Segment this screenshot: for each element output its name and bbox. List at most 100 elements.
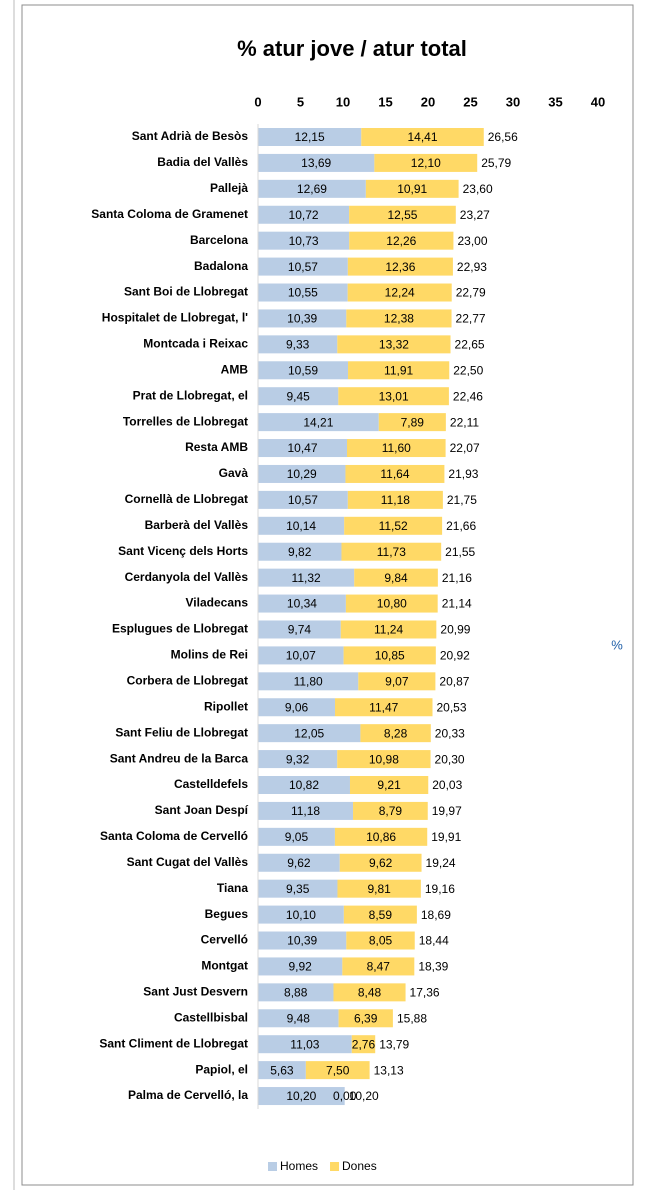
- bar-segment: [258, 439, 347, 458]
- bar-segment: [258, 309, 347, 328]
- chart-border: [21, 4, 634, 1186]
- category-label: Badalona: [194, 259, 248, 273]
- category-label: Barcelona: [190, 233, 248, 247]
- total-label: 21,14: [442, 597, 472, 611]
- value-label: 13,69: [301, 156, 331, 170]
- value-label: 11,24: [374, 623, 403, 637]
- total-label: 21,55: [445, 545, 475, 559]
- category-label: Santa Coloma de Cervelló: [100, 829, 248, 843]
- total-label: 22,77: [456, 312, 486, 326]
- total-label: 22,79: [456, 286, 486, 300]
- total-label: 19,16: [425, 882, 455, 896]
- value-label: 11,52: [379, 519, 408, 533]
- value-label: 7,89: [401, 415, 425, 429]
- category-label: Sant Climent de Llobregat: [99, 1036, 248, 1050]
- bar-segment: [361, 128, 484, 146]
- bar-segment: [339, 853, 422, 872]
- category-label: Sant Boi de Llobregat: [124, 285, 248, 299]
- value-label: 12,69: [297, 182, 327, 196]
- value-label: 12,36: [385, 260, 415, 274]
- value-label: 11,73: [377, 545, 406, 559]
- total-label: 22,07: [450, 441, 480, 455]
- bar-segment: [258, 413, 379, 432]
- total-label: 22,93: [457, 260, 487, 274]
- x-tick-label: 20: [421, 94, 435, 109]
- value-label: 12,26: [386, 234, 416, 248]
- x-tick-label: 5: [297, 94, 304, 109]
- value-label: 10,59: [288, 363, 318, 377]
- value-label: 10,82: [289, 778, 319, 792]
- bar-segment: [341, 542, 442, 561]
- value-label: 9,32: [286, 752, 310, 766]
- value-label: 13,32: [379, 338, 409, 352]
- x-tick-label: 30: [506, 94, 520, 109]
- bar-segment: [258, 750, 338, 769]
- bar-segment: [305, 1061, 370, 1080]
- bar-segment: [258, 257, 348, 276]
- total-label: 22,65: [455, 338, 485, 352]
- total-label: 23,60: [463, 182, 493, 196]
- value-label: 10,10: [286, 908, 316, 922]
- value-label: 9,81: [367, 882, 391, 896]
- category-label: Sant Joan Despí: [155, 803, 249, 817]
- category-label: Montcada i Reixac: [143, 337, 248, 351]
- bar-segment: [258, 879, 338, 898]
- value-label: 5,63: [270, 1063, 294, 1077]
- value-label: 10,20: [286, 1089, 316, 1103]
- value-label: 12,38: [384, 312, 414, 326]
- bar-segment: [258, 724, 361, 743]
- bar-segment: [258, 801, 354, 820]
- category-label: Prat de Llobregat, el: [133, 388, 248, 402]
- value-label: 10,39: [287, 312, 317, 326]
- value-label: 11,32: [292, 571, 321, 585]
- value-label: 9,74: [288, 623, 312, 637]
- bar-segment: [338, 1009, 393, 1028]
- bar-segment: [258, 1061, 306, 1080]
- bar-segment: [258, 153, 375, 172]
- total-label: 19,91: [431, 830, 461, 844]
- value-label: 9,84: [384, 571, 408, 585]
- value-label: 9,33: [286, 338, 310, 352]
- total-label: 21,93: [448, 467, 478, 481]
- value-label: 9,62: [369, 856, 393, 870]
- total-label: 23,27: [460, 208, 490, 222]
- total-label: 19,24: [426, 856, 456, 870]
- value-label: 8,59: [369, 908, 393, 922]
- bar-segment: [345, 464, 445, 483]
- category-label: Resta AMB: [185, 440, 248, 454]
- bar-segment: [337, 750, 431, 769]
- value-label: 11,60: [382, 441, 411, 455]
- category-label: AMB: [221, 362, 249, 376]
- bar-segment: [258, 776, 350, 794]
- bar-segment: [258, 957, 343, 976]
- bar-segment: [258, 490, 348, 509]
- bar-segment: [353, 801, 428, 820]
- bar-segment: [337, 335, 451, 354]
- bar-segment: [349, 205, 456, 224]
- bar-segment: [354, 568, 438, 587]
- category-label: Ripollet: [204, 699, 248, 713]
- value-label: 10,39: [287, 934, 317, 948]
- bar-segment: [358, 672, 436, 691]
- bar-segment: [258, 853, 340, 872]
- bar-segment: [347, 283, 452, 302]
- value-label: 10,85: [375, 649, 405, 663]
- total-label: 21,75: [447, 493, 477, 507]
- bar-segment: [258, 205, 350, 224]
- total-label: 23,00: [458, 234, 488, 248]
- bar-segment: [334, 827, 428, 846]
- category-label: Palma de Cervelló, la: [128, 1088, 248, 1102]
- legend-swatch: [330, 1162, 340, 1171]
- value-label: 14,21: [303, 415, 333, 429]
- value-label: 9,21: [377, 778, 401, 792]
- value-label: 10,98: [369, 752, 399, 766]
- legend-swatch: [268, 1162, 277, 1171]
- value-label: 12,05: [294, 726, 324, 740]
- total-label: 20,99: [440, 623, 470, 637]
- total-label: 25,79: [481, 156, 511, 170]
- bar-segment: [342, 957, 415, 976]
- bar-segment: [258, 698, 336, 717]
- category-label: Cervelló: [201, 933, 248, 947]
- value-label: 12,55: [387, 208, 417, 222]
- value-label: 10,55: [288, 286, 318, 300]
